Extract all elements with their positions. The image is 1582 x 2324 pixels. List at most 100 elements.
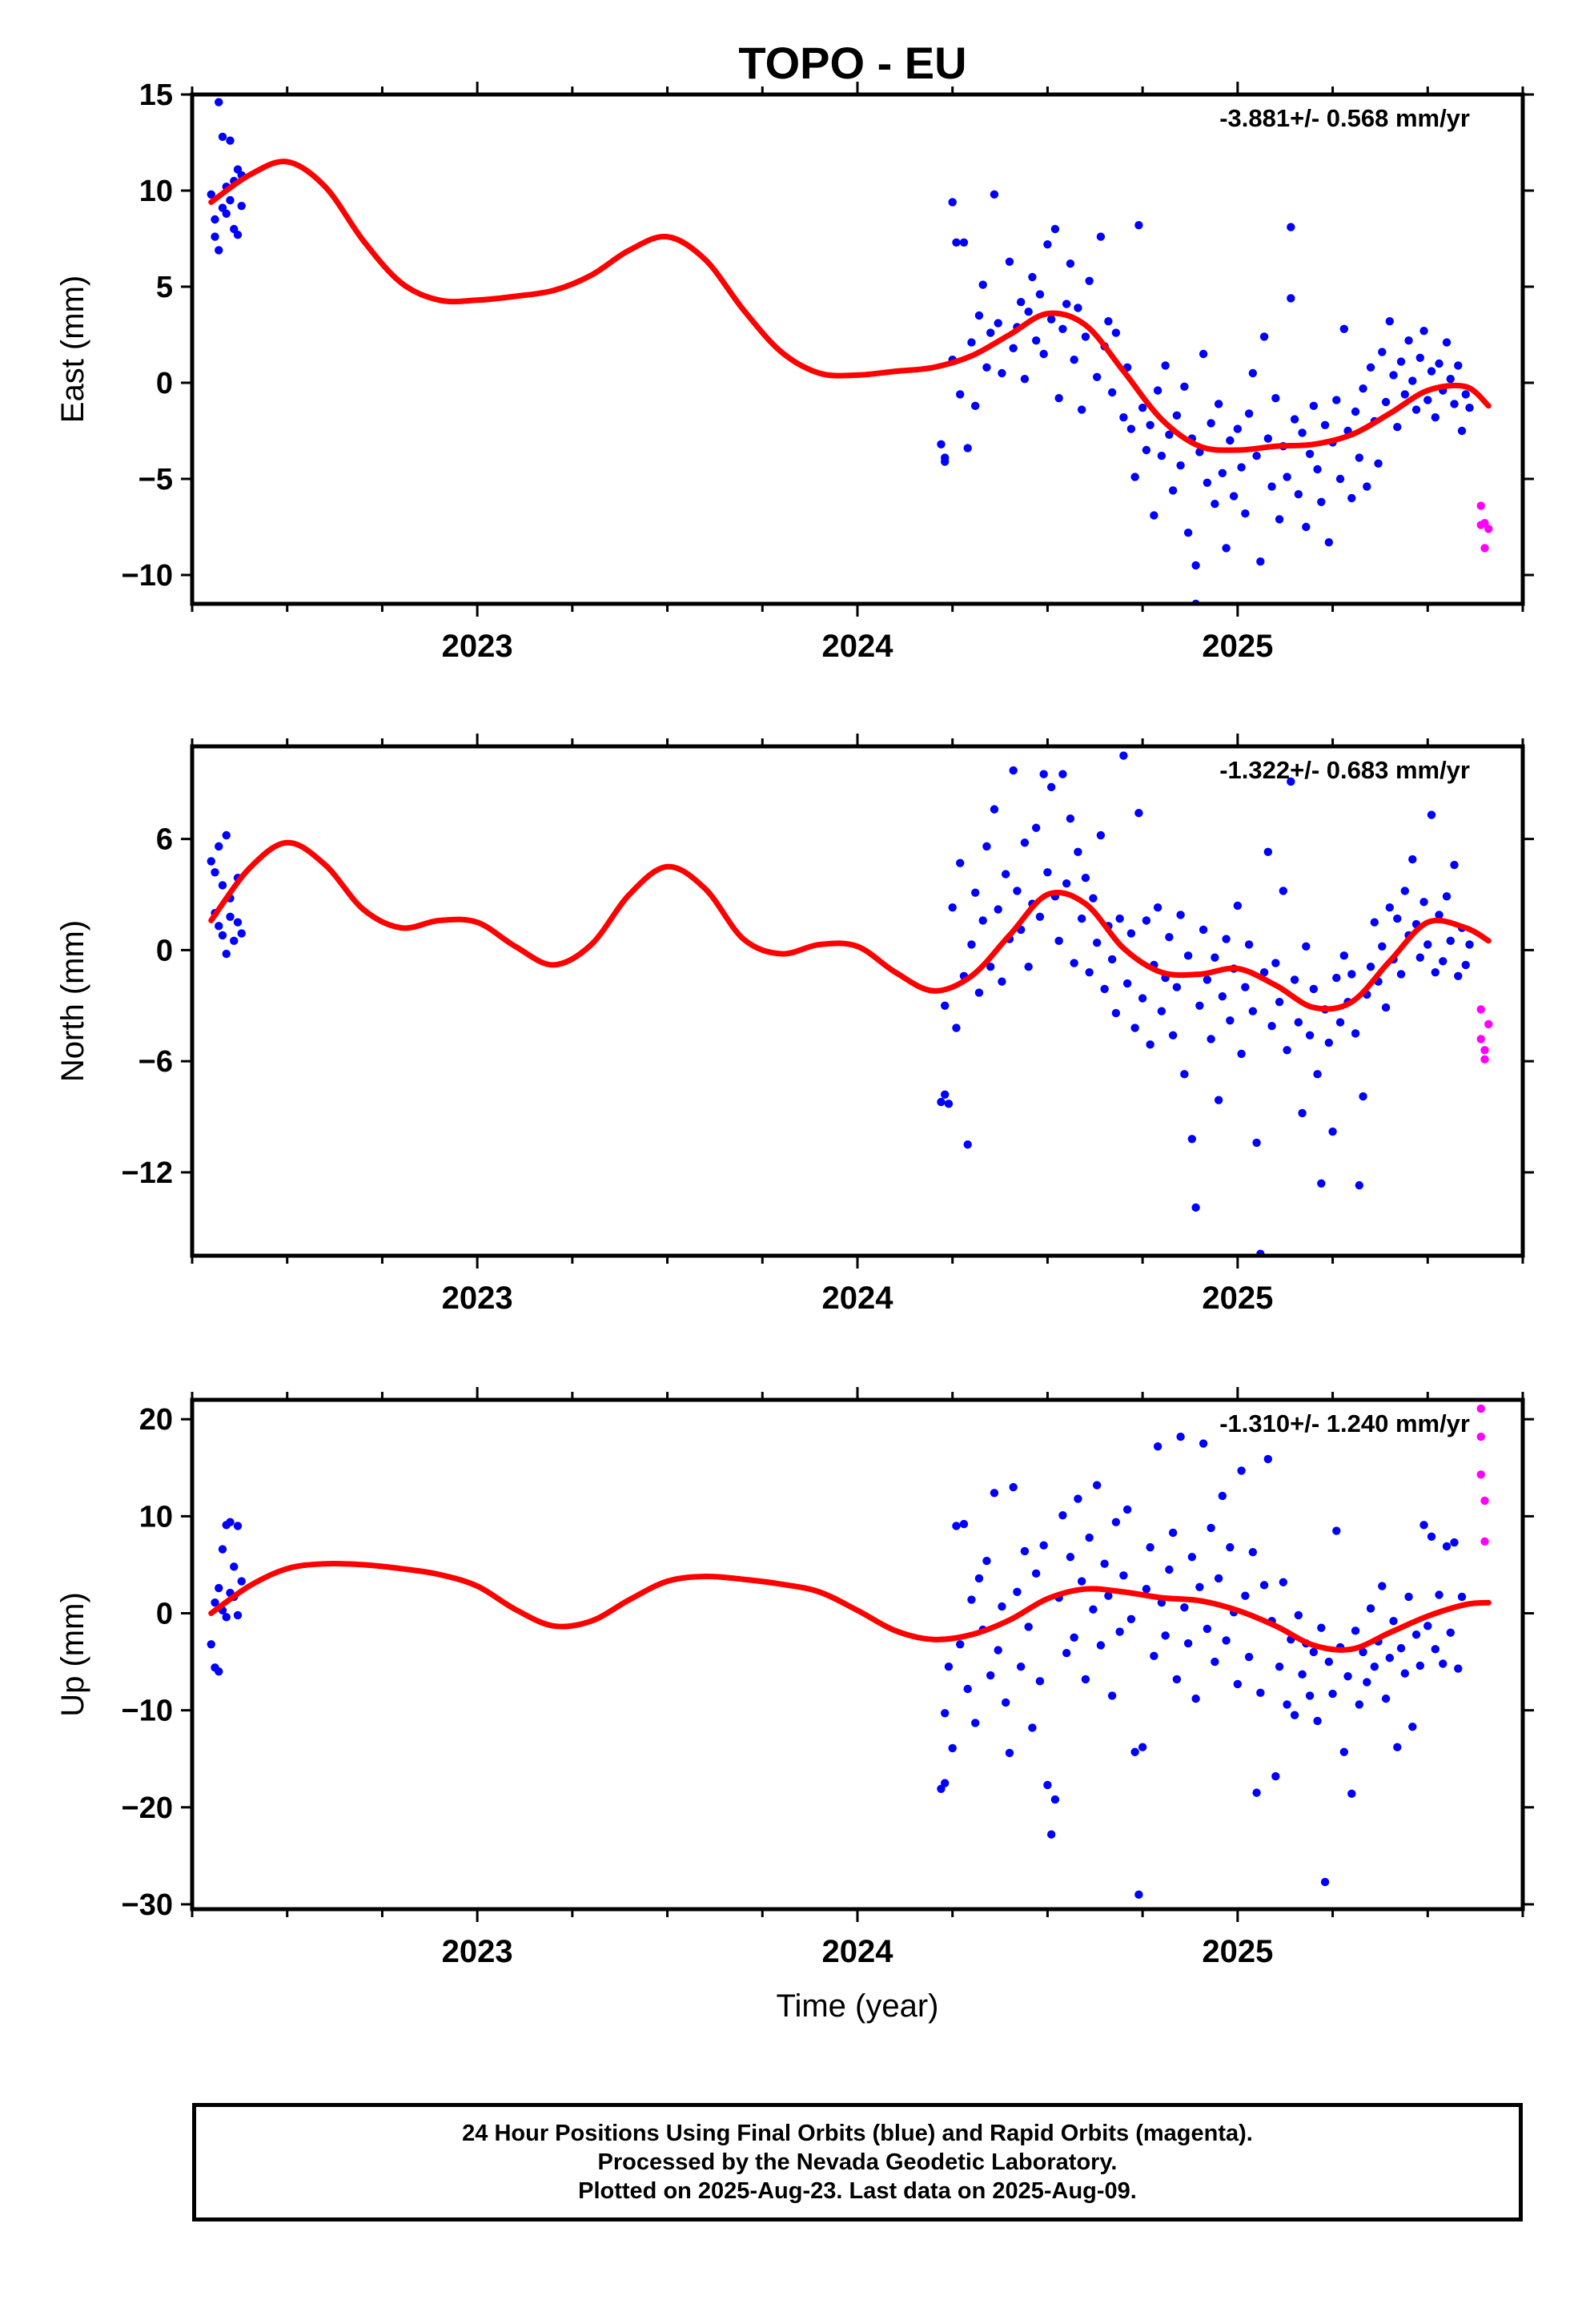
final-orbit-point xyxy=(1157,452,1166,460)
final-orbit-point xyxy=(963,1684,972,1694)
final-orbit-point xyxy=(1305,1691,1315,1700)
final-orbit-point xyxy=(1172,983,1182,991)
final-orbit-point xyxy=(1001,1698,1010,1707)
final-orbit-point xyxy=(1279,887,1288,895)
rapid-orbit-point xyxy=(1484,1019,1493,1029)
final-orbit-point xyxy=(1298,428,1307,437)
final-orbit-point xyxy=(1092,938,1102,947)
final-orbit-point xyxy=(1013,887,1022,895)
final-orbit-point xyxy=(1089,1605,1098,1614)
final-orbit-point xyxy=(1427,367,1436,376)
final-orbit-point xyxy=(1305,449,1315,458)
y-tick-label: 5 xyxy=(156,271,173,304)
final-orbit-point xyxy=(222,1613,231,1622)
final-orbit-point xyxy=(1248,368,1258,378)
final-orbit-point xyxy=(1313,1070,1322,1079)
final-orbit-point xyxy=(978,916,987,925)
final-orbit-point xyxy=(1259,1581,1269,1590)
final-orbit-point xyxy=(1218,468,1227,477)
final-orbit-point xyxy=(1457,426,1467,436)
final-orbit-point xyxy=(1309,401,1319,410)
final-orbit-point xyxy=(1294,490,1303,499)
final-orbit-point xyxy=(1335,474,1345,484)
final-orbit-point xyxy=(1028,272,1037,282)
final-orbit-point xyxy=(1168,486,1178,495)
final-orbit-point xyxy=(982,1556,991,1566)
final-orbit-point xyxy=(1183,1638,1193,1648)
final-orbit-point xyxy=(1005,1748,1014,1758)
final-orbit-point xyxy=(1074,304,1082,312)
final-orbit-point xyxy=(1058,324,1067,333)
final-orbit-point xyxy=(963,444,972,452)
final-orbit-point xyxy=(1332,973,1341,983)
final-orbit-point xyxy=(1062,879,1071,888)
y-tick-label: 6 xyxy=(156,823,173,857)
final-orbit-point xyxy=(1355,1180,1364,1190)
final-orbit-point xyxy=(1020,375,1030,384)
final-orbit-point xyxy=(1092,372,1102,381)
final-orbit-point xyxy=(1062,300,1071,308)
final-orbit-point xyxy=(1066,814,1075,823)
final-orbit-point xyxy=(1199,925,1208,935)
final-orbit-point xyxy=(1085,1533,1094,1542)
final-orbit-point xyxy=(1176,1432,1185,1441)
rate-annotation: -1.310+/- 1.240 mm/yr xyxy=(1219,1409,1470,1437)
final-orbit-point xyxy=(1119,1571,1128,1580)
final-orbit-point xyxy=(1115,914,1124,923)
final-orbit-point xyxy=(1385,317,1395,326)
final-orbit-point xyxy=(1263,847,1273,857)
final-orbit-point xyxy=(1089,894,1098,903)
final-orbit-point xyxy=(952,1522,961,1530)
final-orbit-point xyxy=(948,903,957,912)
final-orbit-point xyxy=(1214,1574,1223,1583)
final-orbit-point xyxy=(1070,356,1078,364)
final-orbit-point xyxy=(218,1545,227,1554)
final-orbit-point xyxy=(1043,868,1052,877)
data-layer xyxy=(207,751,1493,1256)
final-orbit-point xyxy=(1259,332,1269,341)
final-orbit-point xyxy=(1302,942,1311,951)
final-orbit-point xyxy=(1203,478,1212,487)
final-orbit-point xyxy=(1107,1691,1117,1700)
y-tick-label: 0 xyxy=(156,1598,173,1631)
final-orbit-point xyxy=(1465,940,1474,949)
final-orbit-point xyxy=(1457,1592,1467,1602)
final-orbit-point xyxy=(1439,1659,1447,1668)
final-orbit-point xyxy=(1454,971,1463,980)
final-orbit-point xyxy=(1339,1747,1349,1756)
final-orbit-point xyxy=(1024,963,1033,971)
final-orbit-point xyxy=(1081,1675,1090,1684)
final-orbit-point xyxy=(226,136,235,145)
final-orbit-point xyxy=(1191,1203,1200,1212)
final-orbit-point xyxy=(1404,1592,1413,1602)
final-orbit-point xyxy=(1054,936,1063,946)
final-orbit-point xyxy=(1077,914,1086,923)
final-orbit-point xyxy=(990,1489,999,1498)
final-orbit-point xyxy=(1378,942,1387,951)
final-orbit-point xyxy=(1009,766,1018,775)
final-orbit-point xyxy=(1070,1633,1078,1642)
final-orbit-point xyxy=(941,1709,950,1718)
final-orbit-point xyxy=(1096,830,1106,840)
final-orbit-point xyxy=(994,1646,1002,1655)
rapid-orbit-point xyxy=(1484,525,1493,533)
final-orbit-point xyxy=(1241,983,1250,991)
final-orbit-point xyxy=(1081,874,1090,883)
final-orbit-point xyxy=(956,858,965,867)
final-orbit-point xyxy=(1389,371,1398,380)
final-orbit-point xyxy=(1335,1018,1345,1027)
final-orbit-point xyxy=(1142,1585,1151,1594)
final-orbit-point xyxy=(233,1522,243,1530)
plot-frame xyxy=(190,92,1525,606)
final-orbit-point xyxy=(1271,394,1280,403)
final-orbit-point xyxy=(967,1595,976,1604)
x-tick-label: 2024 xyxy=(822,629,894,664)
final-orbit-point xyxy=(1343,1672,1352,1681)
final-orbit-point xyxy=(1066,259,1075,268)
y-tick-label: −12 xyxy=(122,1156,173,1190)
final-orbit-point xyxy=(941,1779,950,1787)
x-tick-label: 2025 xyxy=(1202,629,1273,664)
y-tick-label: 20 xyxy=(139,1403,173,1437)
final-orbit-point xyxy=(1450,860,1459,870)
final-orbit-point xyxy=(222,830,231,840)
